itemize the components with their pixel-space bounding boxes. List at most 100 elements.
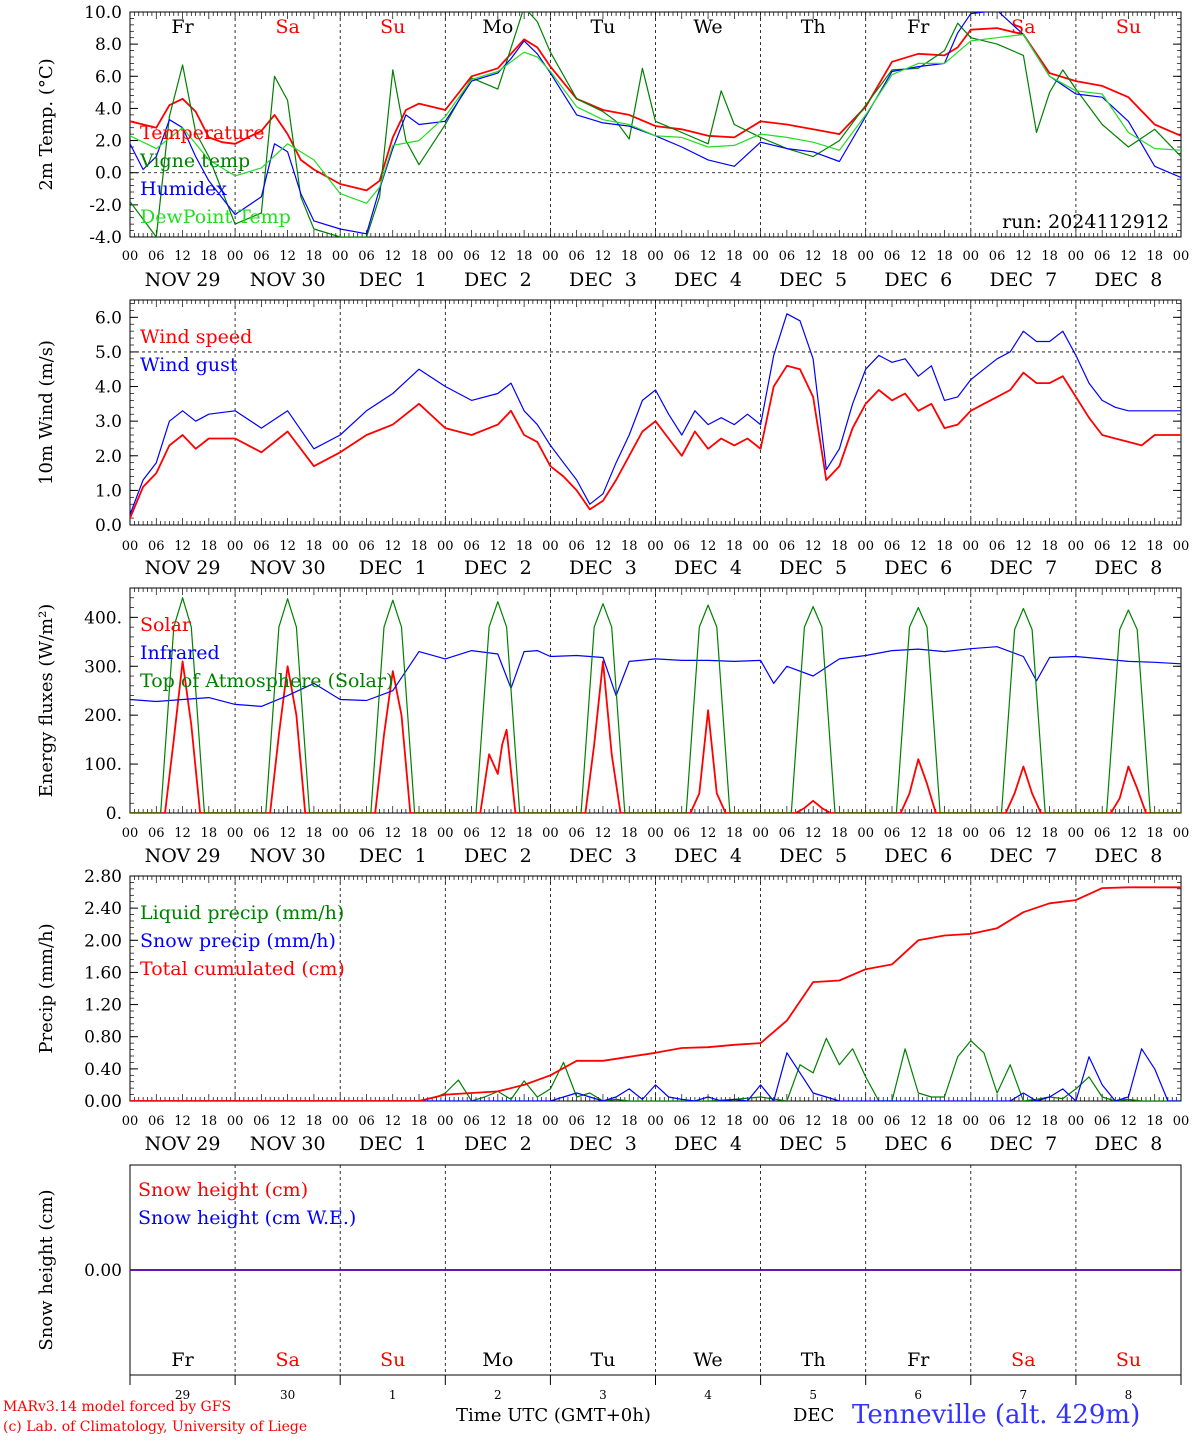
x-date-label: DEC 6: [884, 1133, 952, 1155]
x-date-label: DEC 1: [359, 557, 427, 579]
x-hour-label: 00: [122, 539, 139, 554]
legend-entry: Total cumulated (cm): [140, 958, 345, 980]
x-date-labels: NOV 29 NOV 30 DEC 1 DEC 2 DEC 3 DEC 4 DEC 5 DEC…: [145, 1133, 1163, 1155]
day-header: Fr: [907, 1349, 930, 1371]
x-hour-label: 06: [674, 1114, 691, 1129]
x-date-label: DEC 7: [989, 1133, 1057, 1155]
x-hour-label: 00: [332, 1114, 349, 1129]
x-hour-label: 12: [700, 249, 717, 264]
x-hour-label: 18: [936, 1114, 953, 1129]
x-hour-label: 12: [910, 826, 927, 841]
x-hour-label: 00: [332, 826, 349, 841]
panel-wind: 0.0 1.0 2.0 3.0 4.0 5.0 6.0 10m Wind (m/s) 00 06 1…: [36, 299, 1189, 579]
x-hour-label: 18: [516, 249, 533, 264]
y-tick-label: 8.0: [95, 35, 122, 55]
x-hour-label: 00: [752, 1114, 769, 1129]
x-date-label: DEC 5: [779, 845, 847, 867]
day-header: Sa: [1011, 16, 1035, 38]
x-hour-label: 18: [621, 249, 638, 264]
panel-precip: 0.00 0.40 0.80 1.20 1.60 2.00 2.40 2.80 Precip (…: [36, 867, 1189, 1155]
x-hour-label: 12: [595, 826, 612, 841]
x-hour-label: 12: [1120, 826, 1137, 841]
x-hour-label: 12: [384, 1114, 401, 1129]
x-hour-label: 12: [279, 1114, 296, 1129]
x-hour-label: 00: [857, 826, 874, 841]
x-date-label: DEC 4: [674, 845, 742, 867]
y-tick-label: -4.0: [89, 228, 122, 248]
x-hour-label: 06: [674, 249, 691, 264]
x-hour-label: 18: [1146, 826, 1163, 841]
legend-entry: Infrared: [140, 642, 220, 664]
x-hour-label: 12: [805, 249, 822, 264]
x-hour-label: 00: [752, 826, 769, 841]
series-vigne-temp: [130, 12, 1181, 237]
y-tick-label: 2.00: [84, 931, 122, 951]
legend-entry: Snow precip (mm/h): [140, 930, 336, 952]
x-hour-label: 06: [358, 826, 375, 841]
x-hour-label: 18: [516, 826, 533, 841]
x-hour-label: 12: [1015, 1114, 1032, 1129]
day-number: 7: [1020, 1388, 1028, 1402]
x-hour-label: 18: [726, 249, 743, 264]
x-hour-label: 00: [963, 826, 980, 841]
x-hour-label: 18: [1146, 1114, 1163, 1129]
x-hour-label: 06: [358, 1114, 375, 1129]
x-hour-label: 12: [384, 539, 401, 554]
x-date-label: DEC 2: [464, 557, 532, 579]
x-hour-label: 06: [148, 539, 165, 554]
day-number: 6: [914, 1388, 922, 1402]
day-header: Su: [1116, 1349, 1141, 1371]
legend-entry: Wind speed: [140, 326, 252, 348]
x-hour-label: 12: [910, 539, 927, 554]
x-hour-label: 06: [1094, 826, 1111, 841]
x-date-label: DEC 1: [359, 845, 427, 867]
x-date-label: DEC 4: [674, 557, 742, 579]
day-number: 2: [494, 1388, 502, 1402]
x-hour-label: 00: [752, 249, 769, 264]
y-tick-label: 1.20: [84, 996, 122, 1016]
x-hour-label: 06: [779, 539, 796, 554]
x-date-label: NOV 30: [250, 557, 326, 579]
y-tick-label: 2.0: [95, 447, 122, 467]
x-hour-label: 12: [595, 249, 612, 264]
x-hour-label: 06: [253, 1114, 270, 1129]
x-date-label: DEC 2: [464, 269, 532, 291]
x-date-label: DEC 4: [674, 1133, 742, 1155]
day-header: We: [693, 16, 722, 38]
x-hour-label: 12: [384, 249, 401, 264]
day-header: Mo: [482, 16, 513, 38]
x-hour-label: 00: [857, 1114, 874, 1129]
legend: Wind speed Wind gust: [140, 326, 252, 376]
x-hour-label: 12: [490, 826, 507, 841]
x-minor-ticks: [129, 300, 1182, 525]
x-date-labels: NOV 29 NOV 30 DEC 1 DEC 2 DEC 3 DEC 4 DEC 5 DEC…: [145, 557, 1163, 579]
x-date-label: DEC 8: [1095, 1133, 1163, 1155]
x-date-label: DEC 3: [569, 557, 637, 579]
x-hour-label: 18: [726, 539, 743, 554]
x-hour-label: 06: [884, 249, 901, 264]
series-solar: [130, 660, 1181, 813]
month-label: DEC: [793, 1405, 835, 1426]
x-hour-label: 06: [674, 539, 691, 554]
y-tick-label: 0.00: [84, 1261, 122, 1281]
x-date-label: NOV 29: [145, 1133, 221, 1155]
legend-entry: Humidex: [140, 178, 227, 200]
y-tick-label: 2.80: [84, 867, 122, 887]
x-date-labels: NOV 29 NOV 30 DEC 1 DEC 2 DEC 3 DEC 4 DEC 5 DEC…: [145, 845, 1163, 867]
x-hour-label: 12: [595, 1114, 612, 1129]
x-hour-label: 06: [148, 1114, 165, 1129]
x-hour-label: 18: [201, 249, 218, 264]
x-hour-label: 06: [1094, 1114, 1111, 1129]
x-hour-label: 18: [1146, 539, 1163, 554]
x-hour-label: 06: [463, 249, 480, 264]
x-hour-label: 06: [568, 826, 585, 841]
legend-entry: Wind gust: [140, 354, 238, 376]
x-hour-label: 12: [490, 249, 507, 264]
x-hour-label: 06: [568, 539, 585, 554]
series-dewpoint-temp: [130, 33, 1181, 204]
x-hour-label: 06: [463, 539, 480, 554]
x-hour-label: 12: [700, 539, 717, 554]
day-header: Su: [1116, 16, 1141, 38]
x-hour-label: 18: [1041, 539, 1058, 554]
x-hour-label: 12: [1015, 539, 1032, 554]
